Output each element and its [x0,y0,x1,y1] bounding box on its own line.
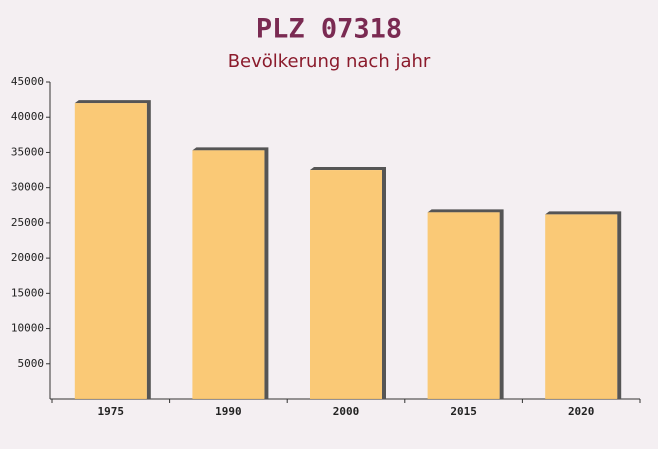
bar [74,103,147,399]
chart-title: PLZ 07318 [256,14,402,45]
y-tick-label: 20000 [11,251,44,264]
x-tick-label: 2020 [568,405,595,418]
y-tick-label: 10000 [11,322,44,335]
x-tick-label: 2015 [450,405,477,418]
bar [192,150,265,399]
bar [310,170,382,399]
y-tick-label: 25000 [11,216,44,229]
y-tick-label: 35000 [11,145,44,158]
x-tick-label: 2000 [333,405,360,418]
bar [545,214,618,399]
x-tick-label: 1990 [215,405,242,418]
y-tick-label: 45000 [11,75,44,88]
y-tick-label: 5000 [18,357,45,370]
chart-subtitle: Bevölkerung nach jahr [228,51,431,72]
y-tick-label: 15000 [11,286,44,299]
y-tick-label: 40000 [11,110,44,123]
x-tick-label: 1975 [98,405,125,418]
bar [427,212,500,399]
y-tick-label: 30000 [11,181,44,194]
